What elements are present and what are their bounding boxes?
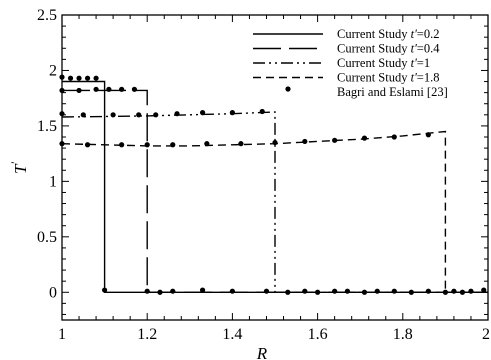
data-point <box>361 289 368 295</box>
data-point <box>102 287 108 293</box>
bagri-eslami-points <box>59 74 487 295</box>
x-tick-label: 1.8 <box>393 326 413 343</box>
x-tick-label: 1 <box>58 326 66 343</box>
y-tick-label: 0 <box>49 284 57 301</box>
data-point <box>119 86 125 92</box>
data-point <box>157 289 163 295</box>
y-tick-label: 0.5 <box>37 229 57 246</box>
legend-label-points: Bagri and Eslami [23] <box>337 85 448 99</box>
data-point <box>229 288 235 294</box>
data-point <box>391 134 397 140</box>
data-point <box>374 288 380 294</box>
legend-label-1: Current Study t'=0.2 <box>337 27 439 41</box>
data-point <box>144 288 150 294</box>
legend-label-4: Current Study t'=1.8 <box>337 71 439 85</box>
legend-label-3: Current Study t'=1 <box>337 56 430 70</box>
data-point <box>425 132 431 138</box>
data-point <box>442 289 448 295</box>
data-point <box>119 142 125 148</box>
data-point <box>259 108 265 115</box>
data-point <box>84 142 91 148</box>
x-tick-label: 1.6 <box>308 326 328 343</box>
data-point <box>144 142 150 148</box>
data-point <box>136 112 142 118</box>
y-tick-label: 2 <box>49 62 57 79</box>
data-point <box>302 288 308 294</box>
data-point <box>153 112 159 118</box>
data-point <box>361 135 368 141</box>
series-line-3 <box>61 111 488 293</box>
data-point <box>59 87 65 94</box>
data-point <box>263 288 270 294</box>
data-point <box>93 86 99 92</box>
y-tick-label: 1 <box>49 173 57 190</box>
data-point <box>344 288 351 294</box>
series-line-4 <box>61 130 488 293</box>
data-point <box>391 288 397 294</box>
data-point <box>174 111 180 117</box>
data-point <box>272 139 278 146</box>
data-point <box>459 289 466 295</box>
data-point <box>93 75 99 81</box>
data-point <box>285 289 291 295</box>
y-tick-labels: 0 0.5 1 1.5 2 2.5 <box>37 7 57 301</box>
data-point <box>204 141 210 147</box>
x-tick-labels: 1 1.2 1.4 1.6 1.8 2 <box>58 326 490 343</box>
x-axis-label: R <box>256 344 268 360</box>
data-point <box>238 141 244 147</box>
data-point <box>408 289 414 295</box>
x-tick-label: 1.2 <box>137 326 157 343</box>
data-point <box>76 87 82 94</box>
data-point <box>229 110 235 116</box>
data-point <box>59 111 65 117</box>
x-tick-label: 2 <box>482 326 490 343</box>
legend-label-2: Current Study t'=0.4 <box>337 42 440 56</box>
data-point <box>332 137 338 143</box>
data-point <box>110 112 116 118</box>
data-point <box>67 75 74 81</box>
legend-marker-points <box>285 86 291 92</box>
data-point <box>451 288 457 294</box>
y-tick-label: 2.5 <box>37 7 57 24</box>
series-line-2 <box>62 89 488 293</box>
y-axis-label: T' <box>8 162 30 174</box>
data-point <box>425 288 431 294</box>
data-point <box>315 289 321 295</box>
data-point <box>106 86 112 92</box>
data-point <box>199 287 206 293</box>
data-point <box>302 138 308 145</box>
data-point <box>131 86 138 92</box>
data-point <box>481 287 487 293</box>
data-point <box>76 75 82 81</box>
data-point <box>59 141 65 147</box>
data-point <box>80 112 86 118</box>
data-point <box>170 142 176 148</box>
data-point <box>468 288 474 294</box>
series-lines <box>61 80 488 293</box>
data-point <box>170 288 176 294</box>
plot-frame <box>61 14 489 321</box>
data-point <box>59 74 65 80</box>
axis-ticks <box>61 14 489 320</box>
x-tick-label: 1.4 <box>222 326 242 343</box>
data-point <box>84 75 91 81</box>
data-point <box>332 288 338 294</box>
data-point <box>199 110 206 116</box>
y-tick-label: 1.5 <box>37 118 57 135</box>
